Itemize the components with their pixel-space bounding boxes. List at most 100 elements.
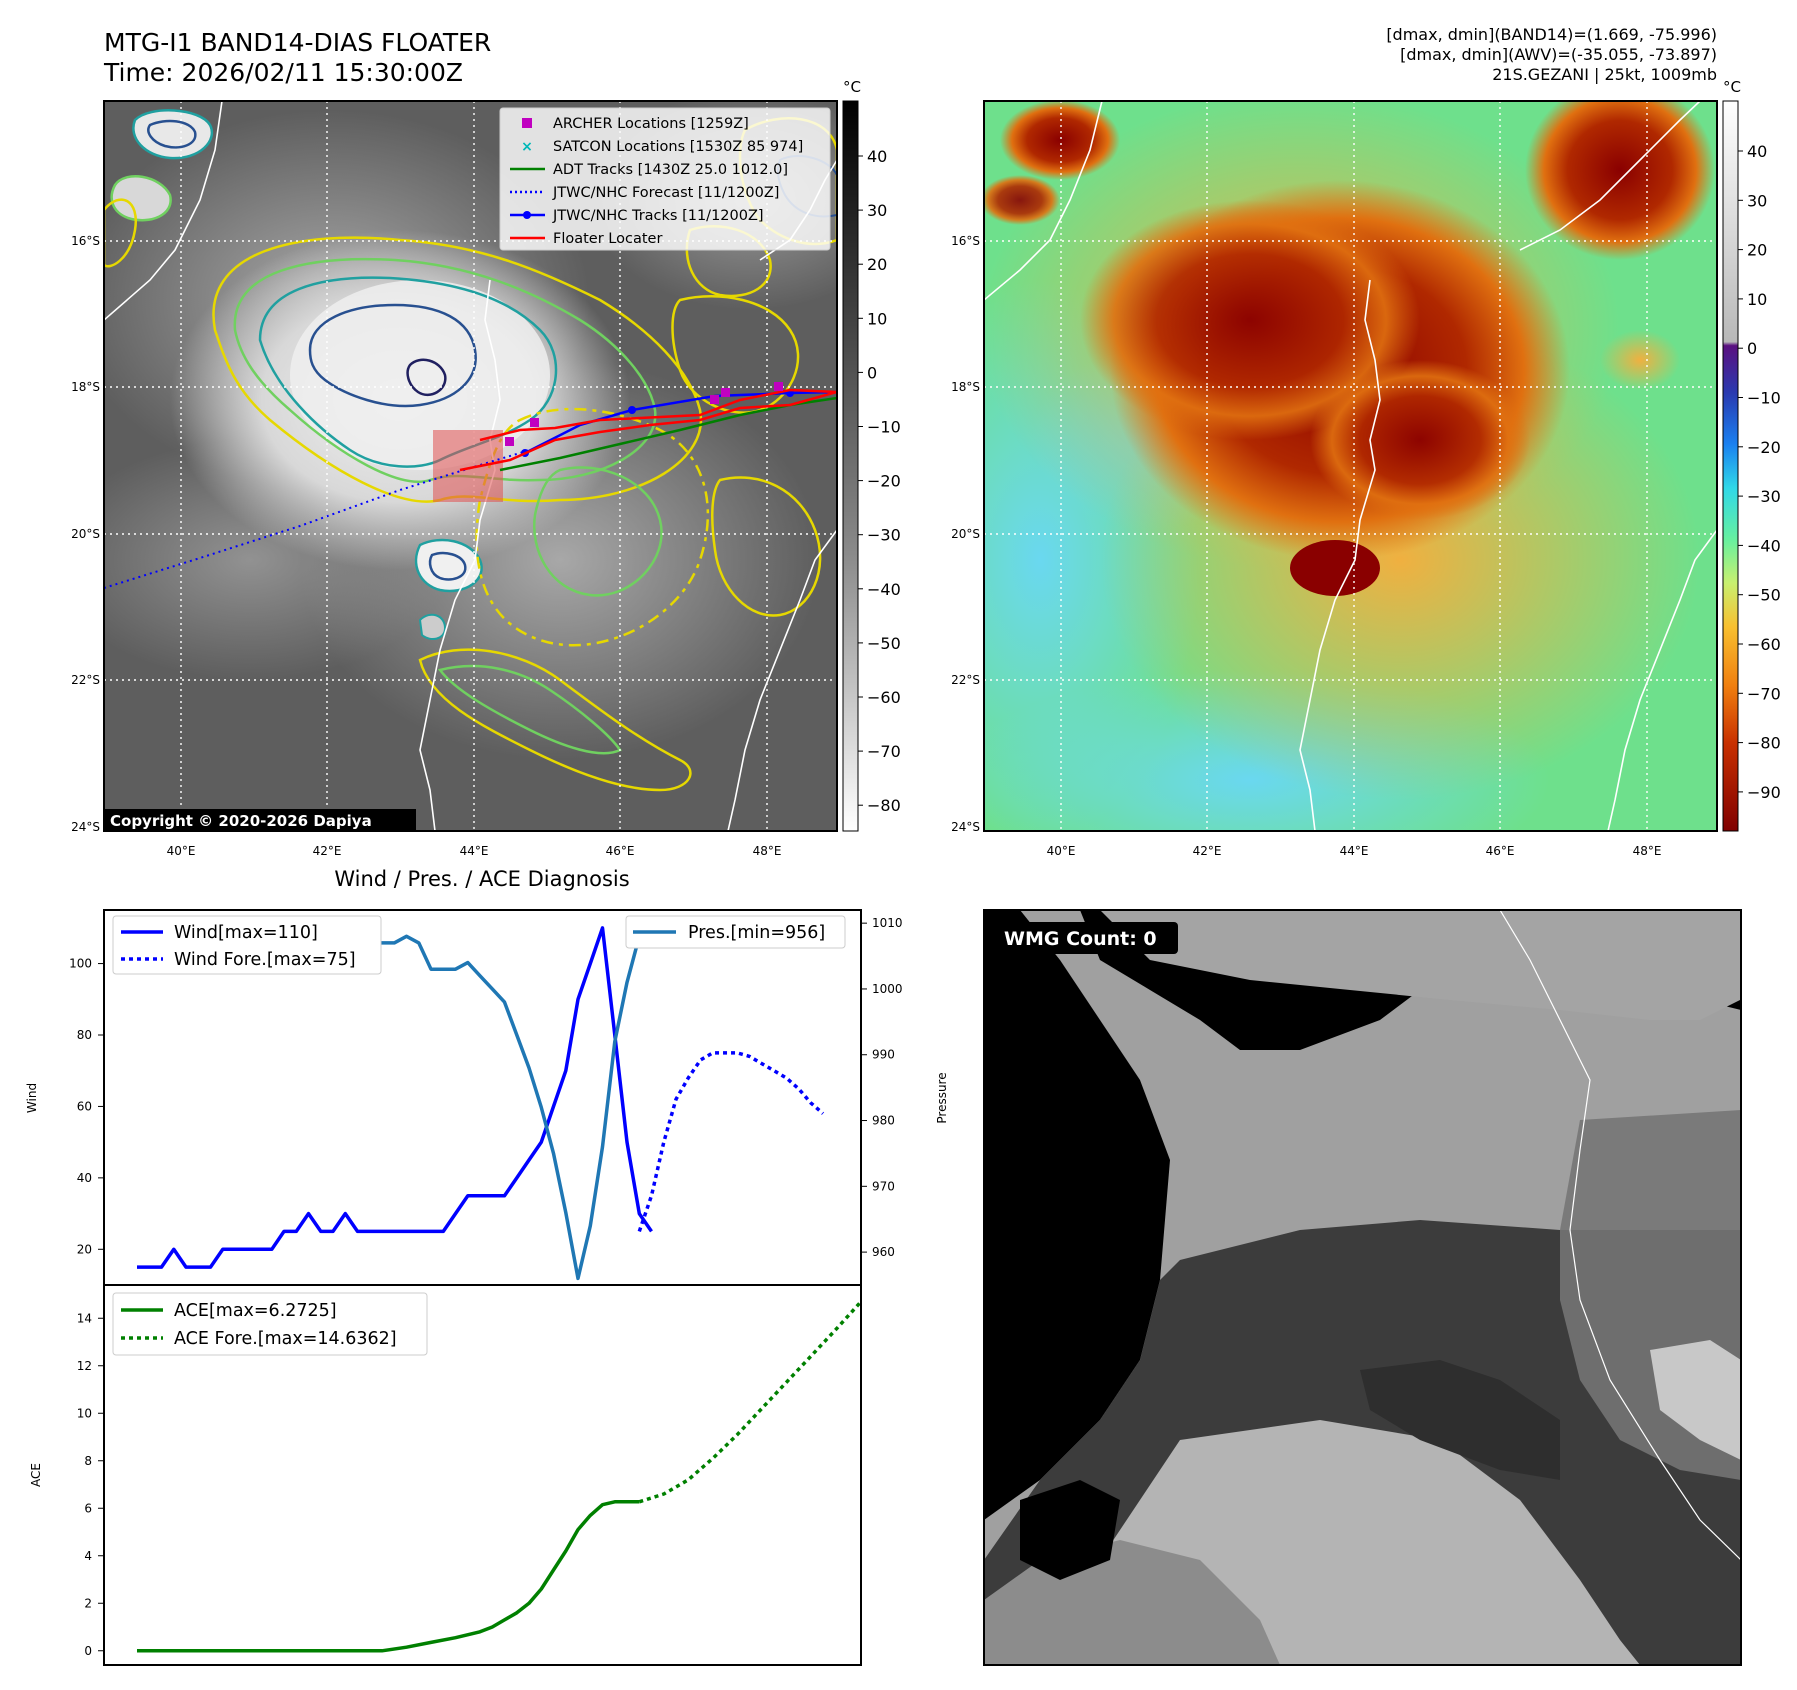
ir-colorbar-ticks: 40 30 20 10 0 −10 −20 −30 −40 −50 −60 −70 −80	[858, 147, 901, 815]
lat-label: 18°S	[71, 380, 100, 394]
map-axis-labels: 40°E 42°E 44°E 46°E 48°E 16°S 18°S 20°S 22°S 24°S…	[71, 234, 1661, 858]
lat-label: 24°S	[951, 820, 980, 834]
colorbar-tick-label: −40	[1747, 536, 1781, 555]
colorbar-tick-label: −40	[867, 580, 901, 599]
colorbar-tick-label: −80	[1747, 734, 1781, 753]
awv-frame	[983, 100, 1718, 832]
y-tick-label: 40	[77, 1171, 92, 1185]
y-tick-label: 80	[77, 1028, 92, 1042]
legend-entry: JTWC/NHC Forecast [11/1200Z]	[510, 185, 779, 201]
colorbar-tick-label: 20	[867, 255, 887, 274]
lat-label: 22°S	[951, 673, 980, 687]
wind-ylabel: Wind	[25, 1083, 39, 1113]
wmg-frame	[983, 909, 1742, 1666]
colorbar-tick-label: 30	[867, 201, 887, 220]
legend-entry: × SATCON Locations [1530Z 85 974]	[521, 139, 803, 155]
awv-colorbar-ticks: 40 30 20 10 0 −10 −20 −30 −40 −50 −60 −70 −80 −90	[1738, 142, 1781, 802]
colorbar-tick-label: −20	[867, 472, 901, 491]
lon-label: 48°E	[753, 844, 782, 858]
y-tick-label: 60	[77, 1099, 92, 1113]
legend-label: JTWC/NHC Forecast [11/1200Z]	[552, 185, 779, 201]
lat-label: 24°S	[71, 820, 100, 834]
lon-label: 40°E	[1047, 844, 1076, 858]
legend-label: Wind Fore.[max=75]	[174, 950, 356, 970]
series-line-wind	[137, 926, 653, 1269]
copyright-box	[104, 809, 416, 831]
legend-label: JTWC/NHC Tracks [11/1200Z]	[552, 208, 764, 224]
ace-y-tick-label: 10	[77, 1406, 92, 1420]
ace-forecast-line	[638, 1301, 861, 1504]
awv-colorbar-unit: °C	[1723, 78, 1741, 96]
legend-marker	[523, 211, 531, 219]
colorbar-tick-label: −60	[1747, 635, 1781, 654]
floater-box	[433, 430, 503, 502]
wmg-panel: WMG Count: 0	[983, 909, 1742, 1666]
wmg-count-box	[992, 922, 1178, 954]
y2-tick-label: 1000	[872, 982, 903, 996]
floater-track	[459, 388, 837, 472]
colorbar-tick-label: −90	[1747, 783, 1781, 802]
legend-label: Pres.[min=956]	[688, 923, 825, 943]
y2-tick-label: 1010	[872, 916, 903, 930]
colorbar-tick-label: 10	[867, 309, 887, 328]
colorbar-tick-label: −80	[867, 796, 901, 815]
series-line-wind-fore-	[637, 1051, 825, 1232]
ir-panel: Copyright © 2020-2026 Dapiya ARCHER Loca…	[103, 78, 901, 832]
legend-label: Floater Locater	[553, 231, 662, 247]
legend-label: ARCHER Locations [1259Z]	[553, 116, 749, 132]
colorbar-tick-label: −50	[867, 634, 901, 653]
y2-tick-label: 960	[872, 1245, 895, 1259]
ace-y-tick-label: 4	[84, 1549, 92, 1563]
awv-image	[984, 101, 1717, 831]
diagnosis-title: Wind / Pres. / ACE Diagnosis	[334, 867, 629, 891]
ace-y-tick-label: 14	[77, 1311, 92, 1325]
wmg-image	[984, 910, 1741, 1665]
colorbar-tick-label: −60	[867, 688, 901, 707]
lat-label: 18°S	[951, 380, 980, 394]
legend-entry: ARCHER Locations [1259Z]	[522, 116, 749, 132]
colorbar-tick-label: −10	[867, 418, 901, 437]
ace-legend-box	[112, 1292, 428, 1356]
colorbar-tick-label: −30	[867, 526, 901, 545]
ace-y-tick-label: 8	[84, 1454, 92, 1468]
y-tick-label: 100	[69, 957, 92, 971]
legend-entry: Floater Locater	[510, 231, 662, 247]
lon-label: 42°E	[1193, 844, 1222, 858]
y2-tick-label: 990	[872, 1048, 895, 1062]
wmg-count-label: WMG Count: 0	[1004, 928, 1157, 950]
ace-y-tick-label: 6	[84, 1501, 92, 1515]
awv-colorbar	[1722, 100, 1739, 832]
ir-colorbar-unit: °C	[843, 78, 861, 96]
figure-title: MTG-I1 BAND14-DIAS FLOATER	[104, 28, 491, 57]
archer-markers	[505, 382, 783, 446]
storm-info: 21S.GEZANI | 25kt, 1009mb	[1492, 65, 1717, 84]
lon-label: 44°E	[460, 844, 489, 858]
ace-ylabel: ACE	[29, 1463, 43, 1487]
ace-y-tick-label: 2	[84, 1596, 92, 1610]
y-tick-label: 20	[77, 1242, 92, 1256]
jtwc-forecast-track	[104, 449, 531, 589]
y2-tick-label: 980	[872, 1114, 895, 1128]
colorbar-tick-label: 0	[1747, 339, 1757, 358]
colorbar-tick-label: 0	[867, 363, 877, 382]
colorbar-tick-label: 40	[867, 147, 887, 166]
lon-label: 44°E	[1340, 844, 1369, 858]
legend-label: ACE Fore.[max=14.6362]	[174, 1329, 397, 1349]
figure-time: Time: 2026/02/11 15:30:00Z	[103, 58, 463, 87]
colorbar-tick-label: −30	[1747, 487, 1781, 506]
lon-label: 46°E	[1486, 844, 1515, 858]
ace-line	[137, 1500, 640, 1653]
colorbar-tick-label: −70	[1747, 684, 1781, 703]
awv-panel: °C 40 30 20 10 0 −10 −20 −30 −40 −50 −60 −70 −80 −90	[983, 78, 1781, 832]
y2-tick-label: 970	[872, 1179, 895, 1193]
lon-label: 46°E	[606, 844, 635, 858]
wind-pressure-chart: 20 40 60 80 100 960 970 980 990 1000 1010 Wind Pre…	[25, 909, 949, 1286]
colorbar-tick-label: 20	[1747, 241, 1767, 260]
lat-label: 16°S	[951, 234, 980, 248]
band14-stats: [dmax, dmin](BAND14)=(1.669, -75.996)	[1386, 25, 1717, 44]
ace-chart: 0 2 4 6 8 10 12 14 ACE ACE[max=6.2725] ACE Fore.…	[29, 1284, 862, 1666]
colorbar-tick-label: 40	[1747, 142, 1767, 161]
colorbar-tick-label: −70	[867, 742, 901, 761]
copyright-text: Copyright © 2020-2026 Dapiya	[110, 812, 372, 830]
